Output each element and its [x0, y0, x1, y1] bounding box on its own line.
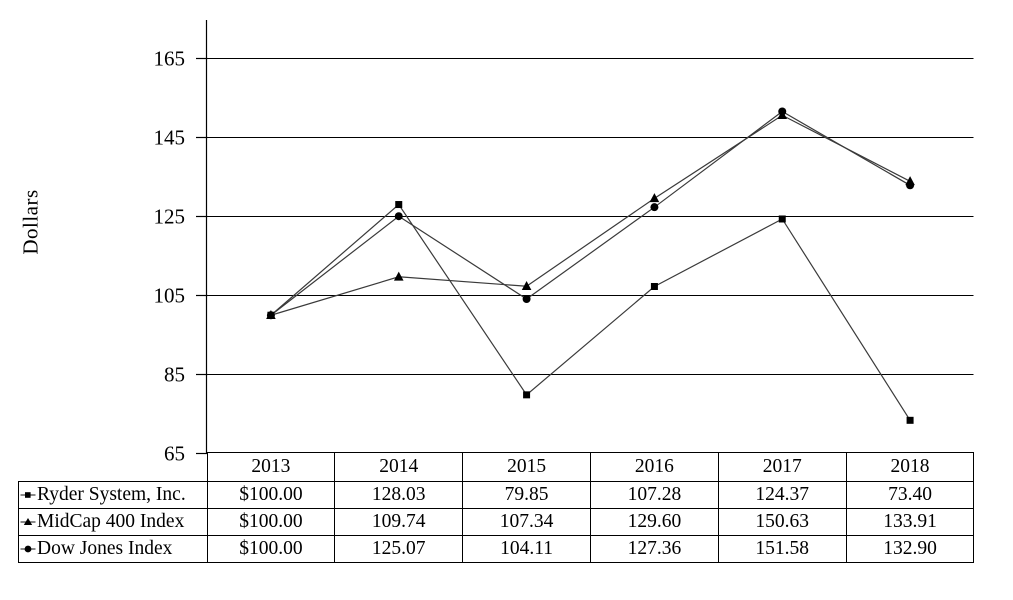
y-axis-title: Dollars — [18, 189, 43, 255]
series-label-text: Ryder System, Inc. — [37, 484, 186, 506]
value-cell-ryder-system-inc-2017: 124.37 — [717, 481, 847, 509]
series-label-midcap-400-index: MidCap 400 Index — [18, 508, 208, 536]
year-header-2014: 2014 — [334, 452, 464, 482]
value-cell-ryder-system-inc-2013: $100.00 — [206, 481, 336, 509]
series-label-text: Dow Jones Index — [37, 538, 173, 560]
series-line-ryder-system-inc — [270, 203, 911, 421]
value-cell-midcap-400-index-2013: $100.00 — [206, 508, 336, 536]
circle-legend-marker-icon — [20, 545, 36, 553]
year-header-2016: 2016 — [589, 452, 719, 482]
triangle-legend-marker-icon — [20, 518, 36, 526]
series-line-dow-jones-index — [270, 110, 911, 316]
value-cell-midcap-400-index-2018: 133.91 — [845, 508, 975, 536]
value-cell-ryder-system-inc-2016: 107.28 — [589, 481, 719, 509]
marker-circle-dow-jones-index-2013 — [266, 311, 275, 320]
table-corner-spacer — [19, 453, 208, 482]
value-cell-dow-jones-index-2015: 104.11 — [462, 535, 591, 563]
year-header-2015: 2015 — [462, 452, 591, 482]
series-line-midcap-400-index — [270, 114, 911, 316]
marker-triangle-midcap-400-index-2014 — [393, 271, 404, 281]
marker-square-ryder-system-inc-2015 — [523, 391, 531, 399]
marker-circle-dow-jones-index-2015 — [522, 295, 531, 304]
value-cell-dow-jones-index-2017: 151.58 — [717, 535, 847, 563]
performance-data-table: 2013 2014 2015 2016 2017 2018 Ryder System, In… — [18, 452, 975, 563]
value-cell-ryder-system-inc-2015: 79.85 — [462, 481, 591, 509]
square-legend-marker-icon — [20, 492, 36, 499]
value-cell-ryder-system-inc-2014: 128.03 — [334, 481, 464, 509]
marker-circle-dow-jones-index-2014 — [394, 212, 403, 221]
value-cell-midcap-400-index-2014: 109.74 — [334, 508, 464, 536]
y-tick-label-165: 165 — [154, 47, 186, 71]
marker-circle-dow-jones-index-2017 — [778, 107, 787, 116]
value-cell-midcap-400-index-2017: 150.63 — [717, 508, 847, 536]
marker-square-ryder-system-inc-2014 — [395, 201, 403, 209]
y-tick-label-105: 105 — [154, 284, 186, 308]
value-cell-ryder-system-inc-2018: 73.40 — [845, 481, 975, 509]
y-tick-label-85: 85 — [164, 363, 185, 387]
marker-triangle-midcap-400-index-2015 — [521, 281, 532, 291]
table-header-row: 2013 2014 2015 2016 2017 2018 — [19, 452, 975, 482]
series-label-dow-jones-index: Dow Jones Index — [18, 535, 208, 563]
value-cell-dow-jones-index-2018: 132.90 — [845, 535, 975, 563]
value-cell-dow-jones-index-2014: 125.07 — [334, 535, 464, 563]
marker-triangle-midcap-400-index-2016 — [649, 193, 660, 203]
year-header-2018: 2018 — [845, 452, 975, 482]
marker-circle-dow-jones-index-2018 — [906, 181, 915, 190]
y-tick-label-65: 65 — [164, 442, 185, 466]
marker-square-ryder-system-inc-2016 — [650, 282, 658, 290]
y-tick-label-125: 125 — [154, 205, 186, 229]
table-row-midcap-400-index: MidCap 400 Index $100.00 109.74 107.34 129.6… — [18, 508, 975, 536]
marker-square-ryder-system-inc-2018 — [906, 416, 914, 424]
value-cell-dow-jones-index-2016: 127.36 — [589, 535, 719, 563]
value-cell-dow-jones-index-2013: $100.00 — [206, 535, 336, 563]
year-header-2013: 2013 — [206, 452, 336, 482]
year-header-2017: 2017 — [717, 452, 847, 482]
value-cell-midcap-400-index-2016: 129.60 — [589, 508, 719, 536]
series-label-text: MidCap 400 Index — [37, 511, 185, 533]
y-tick-label-145: 145 — [154, 126, 186, 150]
marker-circle-dow-jones-index-2016 — [650, 203, 659, 212]
table-row-dow-jones-index: Dow Jones Index $100.00 125.07 104.11 127.36… — [18, 535, 975, 563]
table-row-ryder-system-inc: Ryder System, Inc. $100.00 128.03 79.85 107.… — [18, 481, 975, 509]
value-cell-midcap-400-index-2015: 107.34 — [462, 508, 591, 536]
series-label-ryder-system-inc: Ryder System, Inc. — [18, 481, 208, 509]
marker-square-ryder-system-inc-2017 — [778, 215, 786, 223]
